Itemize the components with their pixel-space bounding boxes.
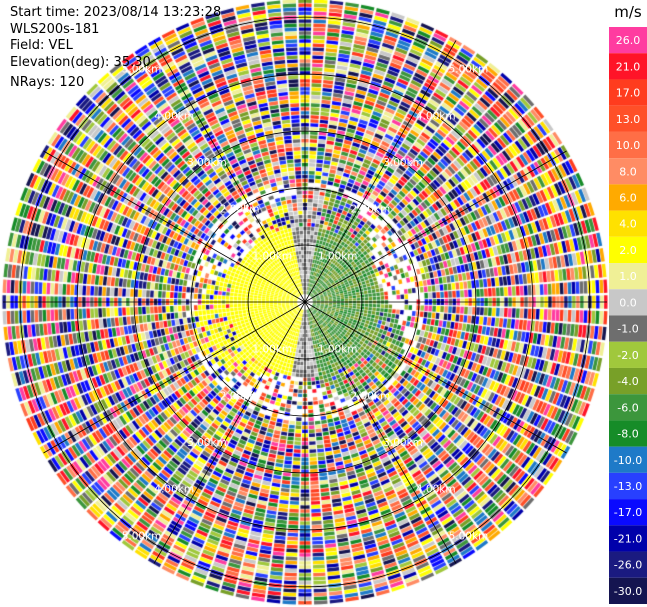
colorbar-swatch <box>609 158 647 185</box>
colorbar-tick-label: 6.0 <box>619 191 637 204</box>
colorbar-tick-label: 26.0 <box>616 34 641 47</box>
colorbar-swatch <box>609 446 647 473</box>
colorbar-tick-label: -1.0 <box>617 323 638 336</box>
colorbar-tick-label: -6.0 <box>617 401 638 414</box>
colorbar-tick-label: 1.0 <box>619 270 637 283</box>
colorbar-swatch <box>609 367 647 395</box>
azimuth-spoke <box>304 301 567 454</box>
range-ring-label: 3.00km <box>187 157 227 169</box>
colorbar-swatch <box>609 499 647 526</box>
colorbar-swatch <box>609 105 647 132</box>
colorbar-swatch <box>609 315 647 342</box>
colorbar-tick-label: -4.0 <box>617 375 638 388</box>
range-ring-label: 5.00km <box>122 64 162 76</box>
scan-info-panel: Start time: 2023/08/14 13:23:28 WLS200s-… <box>10 5 221 92</box>
azimuth-spoke <box>43 301 306 454</box>
azimuth-spoke <box>153 301 306 564</box>
range-ring-label: 3.00km <box>383 157 423 169</box>
colorbar-swatch <box>609 472 647 500</box>
azimuth-spoke <box>304 301 457 564</box>
colorbar-unit-label: m/s <box>614 3 642 21</box>
colorbar-swatch <box>609 289 647 316</box>
colorbar-tick-label: 13.0 <box>616 113 641 126</box>
nrays-text: NRays: 120 <box>10 75 85 90</box>
colorbar-tick-label: 17.0 <box>616 87 641 100</box>
colorbar-tick-label: -26.0 <box>614 559 642 572</box>
colorbar-tick-label: 0.0 <box>619 296 637 309</box>
colorbar-swatch <box>609 420 647 447</box>
range-ring-label: 4.00km <box>154 110 194 122</box>
range-ring-label: 4.00km <box>154 484 194 496</box>
colorbar-swatch <box>609 184 647 211</box>
colorbar-swatch <box>609 394 647 421</box>
colorbar-swatch <box>609 53 647 80</box>
range-ring-label: 2.00km <box>351 204 391 216</box>
range-ring-label: 2.00km <box>351 390 391 402</box>
colorbar-swatch <box>609 341 647 368</box>
colorbar-swatch <box>609 27 647 54</box>
range-ring-label: 4.00km <box>416 484 456 496</box>
range-ring-label: 3.00km <box>383 437 423 449</box>
azimuth-spoke <box>43 150 306 303</box>
colorbar-swatch <box>609 551 647 578</box>
range-ring-label: 5.00km <box>449 530 489 542</box>
field-text: Field: VEL <box>10 38 73 53</box>
range-ring-label: 2.00km <box>220 390 260 402</box>
colorbar-swatch <box>609 210 647 237</box>
colorbar-tick-label: 8.0 <box>619 165 637 178</box>
colorbar-swatch <box>609 263 647 290</box>
colorbar-swatch <box>609 236 647 264</box>
start-time-text: Start time: 2023/08/14 13:23:28 <box>10 5 222 20</box>
azimuth-spoke <box>304 40 457 303</box>
colorbar-swatch <box>609 131 647 159</box>
colorbar-tick-label: 2.0 <box>619 244 637 257</box>
colorbar-swatch <box>609 525 647 552</box>
colorbar-tick-label: -21.0 <box>614 532 642 545</box>
colorbar-tick-label: 21.0 <box>616 60 641 73</box>
instrument-name: WLS200s-181 <box>10 21 100 37</box>
range-ring-label: 1.00km <box>252 344 292 356</box>
range-ring-label: 5.00km <box>449 64 489 76</box>
colorbar-swatch <box>609 577 647 604</box>
range-ring-label: 3.00km <box>187 437 227 449</box>
elevation-text: Elevation(deg): 35.30 <box>10 54 151 70</box>
colorbar-tick-label: -13.0 <box>614 480 642 493</box>
range-ring-label: 1.00km <box>318 344 358 356</box>
range-ring-label: 1.00km <box>252 250 292 262</box>
colorbar-tick-label: 4.0 <box>619 218 637 231</box>
range-ring-label: 4.00km <box>416 110 456 122</box>
range-ring-label: 1.00km <box>318 250 358 262</box>
colorbar-tick-label: 10.0 <box>616 139 641 152</box>
azimuth-spoke <box>304 150 567 303</box>
range-ring-label: 2.00km <box>220 204 260 216</box>
colorbar-swatch <box>609 79 647 106</box>
colorbar-tick-label: -8.0 <box>617 428 638 441</box>
azimuth-spoke <box>153 40 306 303</box>
colorbar-tick-label: -10.0 <box>614 454 642 467</box>
colorbar-tick-label: -30.0 <box>614 585 642 598</box>
range-ring-label: 5.00km <box>122 530 162 542</box>
colorbar-tick-label: -2.0 <box>617 349 638 362</box>
colorbar-tick-label: -17.0 <box>614 506 642 519</box>
